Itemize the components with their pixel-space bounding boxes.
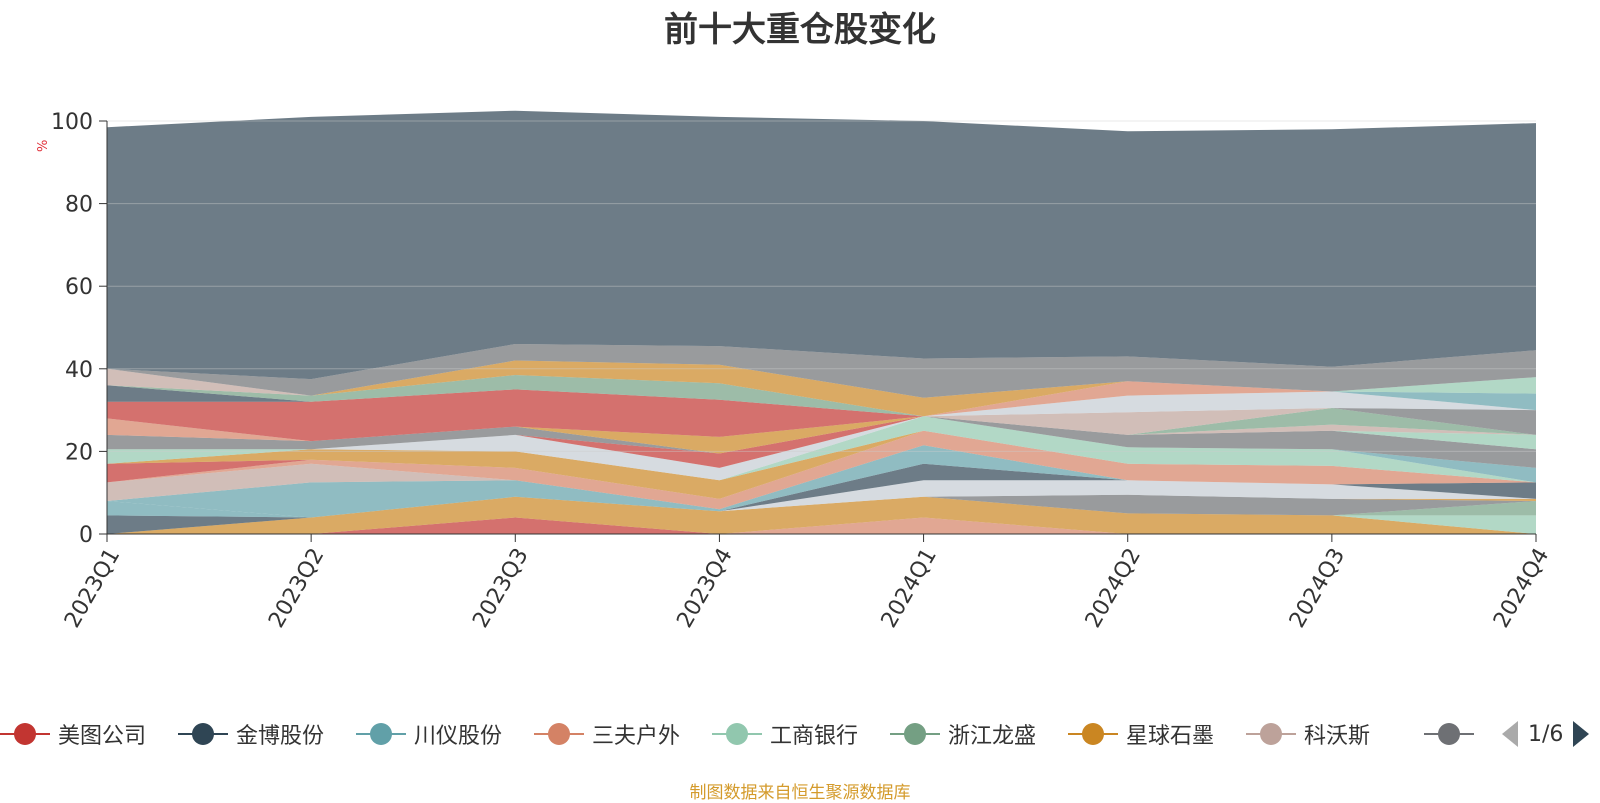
legend-item-3[interactable]: 川仪股份 <box>356 716 502 752</box>
area-series-13 <box>107 445 1536 510</box>
y-tick-label: 100 <box>51 110 93 135</box>
area-series-group <box>107 110 1536 534</box>
legend-marker-icon <box>890 723 940 745</box>
legend-page-indicator: 1/6 <box>1528 721 1564 747</box>
x-tick-label: 2024Q1 <box>877 544 942 632</box>
legend-item-4[interactable]: 三夫户外 <box>534 716 680 752</box>
area-series-28 <box>107 389 1536 435</box>
legend-pager: 1/6 <box>1500 716 1591 752</box>
area-series-39 <box>107 110 1536 380</box>
y-tick-label: 40 <box>65 358 93 383</box>
area-series-26 <box>107 408 1536 454</box>
x-tick-label: 2023Q2 <box>264 544 329 632</box>
area-series-27 <box>107 389 1536 442</box>
legend-marker-icon <box>0 723 50 745</box>
area-series-21 <box>107 416 1536 468</box>
legend-item-label: 美图公司 <box>58 724 147 749</box>
grid-lines <box>107 120 1536 452</box>
area-series-14 <box>107 430 1536 510</box>
area-series-9 <box>107 480 1536 518</box>
y-tick-label: 0 <box>79 523 93 548</box>
legend-prev-page-icon[interactable] <box>1500 719 1520 749</box>
legend-item-label: 科沃斯 <box>1304 724 1371 749</box>
legend-item-label: 三夫户外 <box>592 724 681 749</box>
area-series-33 <box>107 375 1536 417</box>
y-tick-label: 80 <box>65 193 93 218</box>
legend-marker-icon <box>534 723 584 745</box>
legend-item-7[interactable]: 星球石墨 <box>1068 716 1214 752</box>
legend-item-label: 工商银行 <box>770 724 859 749</box>
legend-item-6[interactable]: 浙江龙盛 <box>890 716 1036 752</box>
area-series-18 <box>107 416 1536 483</box>
y-tick-label: 60 <box>65 275 93 300</box>
area-series-7 <box>107 494 1536 518</box>
area-series-3 <box>107 496 1536 534</box>
legend-item-label: 浙江龙盛 <box>948 724 1037 749</box>
area-series-10 <box>107 480 1536 518</box>
legend-marker-icon <box>1424 723 1474 745</box>
legend-marker-icon <box>1068 723 1118 745</box>
legend-viewport: 美图公司 金博股份 川仪股份 三夫户外 工商银行 浙江龙盛 星球石墨 科沃斯 新! <box>0 716 1482 752</box>
legend-item-label: 金博股份 <box>236 724 325 749</box>
area-series-38 <box>107 344 1536 398</box>
data-source-note: 制图数据来自恒生聚源数据库 <box>689 783 911 803</box>
legend-next-page-icon[interactable] <box>1571 719 1591 749</box>
legend-item-2[interactable]: 金博股份 <box>178 716 324 752</box>
area-series-11 <box>107 463 1536 518</box>
x-tick-label: 2023Q3 <box>468 544 533 632</box>
stacked-area-chart: 0 20 40 60 80 100 2023Q1 2023Q2 2023Q3 2023Q4 2024… <box>51 110 1554 632</box>
legend-item-label: 星球石墨 <box>1126 724 1215 749</box>
x-tick-label: 2024Q4 <box>1489 544 1554 632</box>
legend-item-label: 川仪股份 <box>414 724 503 749</box>
legend-marker-icon <box>712 723 762 745</box>
area-series-30 <box>107 389 1536 417</box>
legend-marker-icon <box>1246 723 1296 745</box>
area-series-12 <box>107 445 1536 518</box>
legend-marker-icon <box>178 723 228 745</box>
y-tick-label: 20 <box>65 440 93 465</box>
chart-title: 前十大重仓股变化 <box>664 10 936 50</box>
legend-item-9[interactable]: 新! <box>1424 716 1482 752</box>
legend: 美图公司 金博股份 川仪股份 三夫户外 工商银行 浙江龙盛 星球石墨 科沃斯 新! <box>0 716 1600 752</box>
area-series-17 <box>107 416 1536 483</box>
area-series-32 <box>107 381 1536 417</box>
x-tick-label: 2024Q2 <box>1081 544 1146 632</box>
x-tick-label: 2023Q1 <box>60 544 125 632</box>
x-tick-label: 2023Q4 <box>672 544 737 632</box>
area-series-16 <box>107 430 1536 499</box>
legend-item-1[interactable]: 美图公司 <box>0 716 146 752</box>
legend-item-5[interactable]: 工商银行 <box>712 716 858 752</box>
legend-item-8[interactable]: 科沃斯 <box>1246 716 1370 752</box>
legend-marker-icon <box>356 723 406 745</box>
x-tick-label: 2024Q3 <box>1285 544 1350 632</box>
area-series-36 <box>107 360 1536 417</box>
